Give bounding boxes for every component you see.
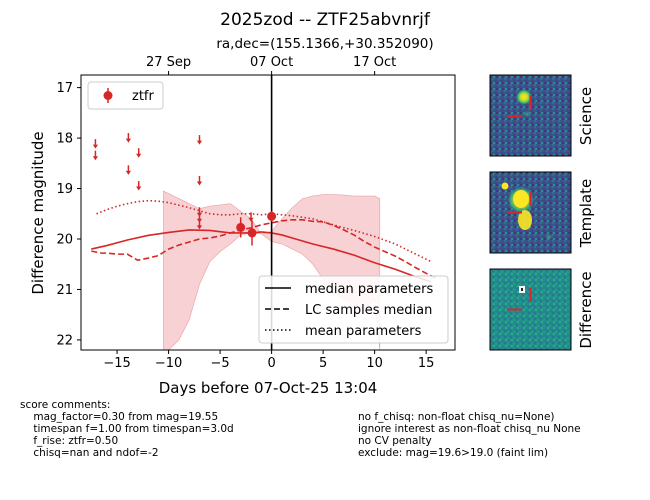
upper-limit-arrowhead	[136, 153, 142, 158]
science-faint-source	[523, 110, 531, 118]
upper-limit-arrowhead	[125, 138, 131, 143]
upper-limit-marker	[196, 175, 203, 186]
y-tick-label: 19	[56, 182, 73, 197]
upper-limit-arrowhead	[196, 181, 203, 186]
upper-limit-marker	[196, 219, 203, 230]
detection-point	[236, 217, 246, 238]
difference-artifact-core	[521, 288, 523, 291]
y-tick-label: 17	[56, 81, 73, 96]
detection-point	[247, 220, 257, 246]
upper-limit-marker	[92, 139, 99, 149]
upper-limit-arrowhead	[125, 170, 131, 175]
x-tick-label: 15	[418, 356, 435, 371]
upper-limit-marker	[136, 148, 142, 158]
detection-point	[267, 211, 277, 222]
thumbnail-template: Template	[489, 171, 595, 254]
chart-subtitle: ra,dec=(155.1366,+30.352090)	[216, 36, 433, 52]
top-tick-label: 07 Oct	[250, 55, 293, 70]
legend-lcsamples-label: LC samples median	[305, 303, 432, 318]
thumbnail-difference: Difference	[489, 268, 595, 351]
top-tick-label: 27 Sep	[146, 55, 191, 70]
upper-limit-arrowhead	[196, 225, 203, 230]
thumbnail-science: Science	[489, 74, 595, 157]
legend-models-box	[258, 275, 449, 344]
upper-limit-arrowhead	[248, 217, 254, 222]
legend-mean-label: mean parameters	[305, 324, 422, 339]
template-star	[501, 182, 509, 190]
x-tick-label: −10	[155, 356, 182, 371]
upper-limit-marker	[196, 135, 203, 145]
axes-frame	[80, 74, 456, 351]
difference-image	[489, 268, 572, 351]
y-axis-label: Difference magnitude	[29, 131, 47, 294]
x-tick-label: −15	[103, 356, 130, 371]
upper-limit-marker	[248, 212, 254, 222]
difference-label: Difference	[577, 271, 595, 348]
chart-title: 2025zod -- ZTF25abvnrjf	[220, 10, 431, 30]
detection-marker	[247, 228, 257, 238]
upper-limit-arrowhead	[196, 140, 203, 145]
x-axis-label: Days before 07-Oct-25 13:04	[159, 379, 378, 397]
detection-marker	[236, 222, 246, 232]
y-tick-label: 18	[56, 132, 73, 147]
y-tick-label: 22	[56, 333, 73, 348]
x-tick-label: 0	[267, 356, 275, 371]
median-parameters-curve	[91, 229, 432, 283]
upper-limit-arrowhead	[92, 144, 99, 149]
legend-ztfr-label: ztfr	[132, 89, 154, 104]
detection-marker	[267, 211, 277, 221]
upper-limit-marker	[92, 150, 99, 161]
template-galaxy-tail	[518, 210, 532, 230]
legend-median-label: median parameters	[305, 282, 433, 297]
template-label: Template	[577, 179, 595, 248]
template-faint-source	[545, 233, 553, 241]
x-tick-label: 10	[366, 356, 383, 371]
science-source	[516, 89, 532, 105]
score-comments: score comments: mag_factor=0.30 from mag…	[20, 399, 234, 459]
upper-limit-arrowhead	[92, 156, 99, 161]
mean-parameters-curve	[96, 199, 432, 263]
penalty-comments: no f_chisq: non-float chisq_nu=None) ign…	[358, 411, 581, 459]
y-tick-label: 20	[56, 232, 73, 247]
upper-limit-arrowhead	[136, 186, 142, 191]
lc-samples-median-curve	[91, 219, 437, 280]
upper-limit-marker	[136, 181, 142, 191]
upper-limit-marker	[125, 133, 131, 143]
x-tick-label: 5	[319, 356, 327, 371]
upper-limit-marker	[125, 165, 131, 175]
legend-ztfr-marker	[103, 91, 113, 100]
x-tick-label: −5	[211, 356, 230, 371]
template-galaxy-core	[513, 190, 529, 208]
legend-models: median parameters LC samples median mean…	[258, 275, 449, 344]
legend-filter-box	[87, 81, 164, 110]
science-label: Science	[577, 87, 595, 145]
top-tick-label: 17 Oct	[353, 55, 396, 70]
y-tick-label: 21	[56, 283, 73, 298]
legend-filter: ztfr	[87, 81, 164, 110]
